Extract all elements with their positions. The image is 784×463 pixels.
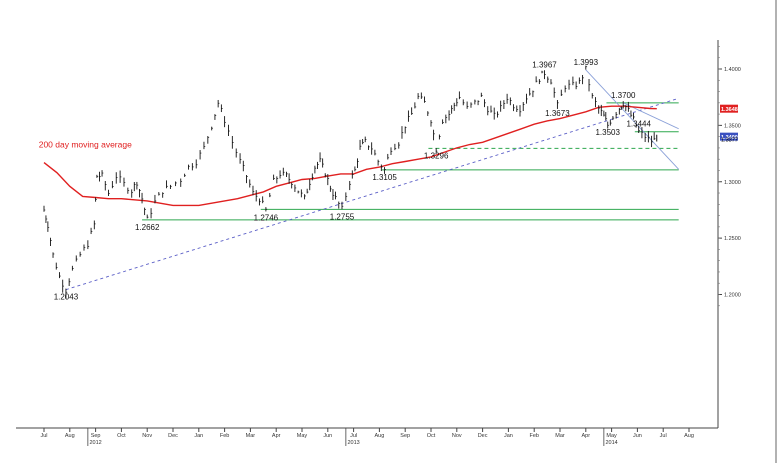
price-annotation: 1.3105 — [372, 173, 397, 182]
price-annotation: 1.3673 — [545, 109, 570, 118]
price-tag-box — [720, 132, 738, 141]
price-annotation: 1.3967 — [532, 61, 557, 70]
price-tag-label: 1.3400 — [721, 135, 738, 141]
price-annotation: 1.3444 — [626, 120, 651, 129]
x-tick-label: Feb — [529, 433, 538, 439]
x-tick-label: May — [297, 433, 308, 439]
x-tick-label: Apr — [272, 433, 281, 439]
price-annotation: 1.2043 — [54, 293, 79, 302]
x-tick-label: Feb — [220, 433, 229, 439]
x-tick-label: Aug — [65, 433, 75, 439]
x-tick-label: Mar — [555, 433, 565, 439]
x-tick-label: Jun — [633, 433, 642, 439]
year-label: 2013 — [347, 440, 359, 446]
x-tick-label: Nov — [452, 433, 462, 439]
x-tick-label: Aug — [375, 433, 385, 439]
x-tick-label: Jul — [350, 433, 357, 439]
x-tick-label: Nov — [142, 433, 152, 439]
price-annotation: 1.3700 — [611, 91, 636, 100]
x-tick-label: Mar — [246, 433, 256, 439]
y-tick-label: 1.2000 — [724, 293, 741, 299]
x-tick-label: Jul — [40, 433, 47, 439]
y-tick-label: 1.4000 — [724, 67, 741, 73]
price-tag-label: 1.3648 — [721, 107, 738, 113]
x-tick-label: Jan — [504, 433, 513, 439]
y-tick-label: 1.3000 — [724, 180, 741, 186]
sma-series: 200 day moving average — [39, 105, 657, 207]
x-tick-label: Jul — [660, 433, 667, 439]
x-tick-label: Apr — [582, 433, 591, 439]
x-tick-label: Oct — [117, 433, 126, 439]
price-annotation: 1.2755 — [330, 212, 355, 221]
x-tick-label: Aug — [684, 433, 694, 439]
x-tick-label: Jun — [323, 433, 332, 439]
x-tick-label: Dec — [478, 433, 488, 439]
x-tick-label: Dec — [168, 433, 178, 439]
price-annotation: 1.3503 — [595, 128, 620, 137]
price-annotation: 1.3993 — [574, 58, 599, 67]
sma-line — [43, 105, 657, 207]
price-annotation: 1.3296 — [424, 151, 449, 160]
x-tick-label: Sep — [91, 433, 101, 439]
x-tick-label: Jan — [194, 433, 203, 439]
axes: 1.4000 1.3500 1.3000 1.2500 1.2000 1.3648 1.34… — [16, 0, 777, 463]
sma-label: 200 day moving average — [39, 139, 132, 149]
year-label: 2014 — [605, 440, 617, 446]
price-annotation: 1.2746 — [254, 213, 279, 222]
x-tick-label: Oct — [427, 433, 436, 439]
trend-line — [585, 69, 680, 170]
price-tag-label: 1.3377 — [721, 137, 738, 143]
y-tick-label: 1.3500 — [724, 123, 741, 129]
price-annotation: 1.2662 — [135, 223, 160, 232]
price-annotations: 1.2043 1.2662 1.2746 1.2755 1.3105 1.3296 1.39… — [54, 58, 652, 302]
y-tick-label: 1.2500 — [724, 236, 741, 242]
price-tag-box — [720, 104, 738, 113]
x-tick-label: May — [606, 433, 617, 439]
x-tick-label: Sep — [400, 433, 410, 439]
year-label: 2012 — [89, 440, 101, 446]
price-series — [43, 65, 658, 299]
trend-line — [65, 97, 679, 291]
